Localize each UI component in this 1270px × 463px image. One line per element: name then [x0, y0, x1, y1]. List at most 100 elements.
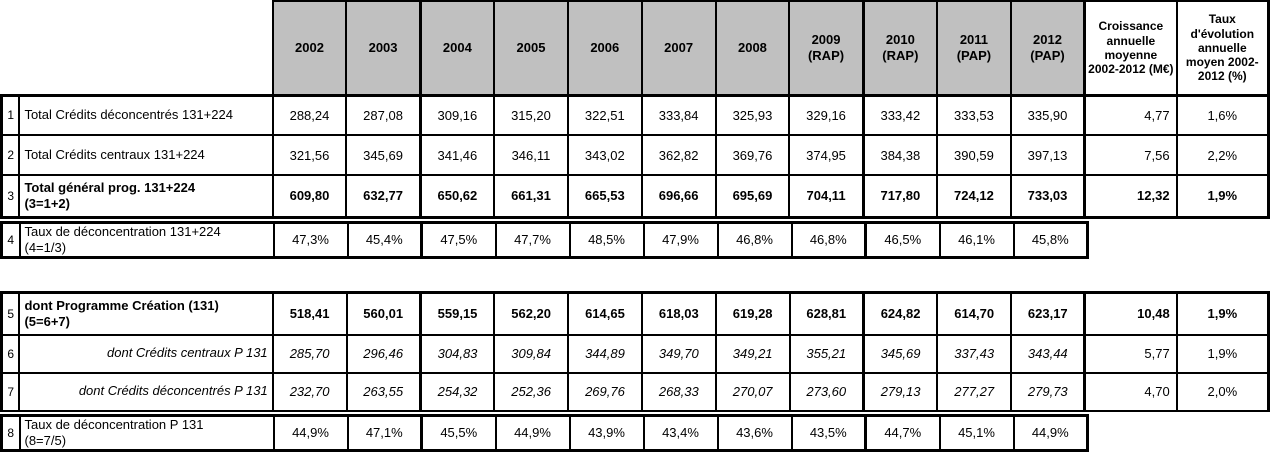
value-cell: 623,17: [1010, 291, 1086, 336]
value-cell: 665,53: [566, 174, 643, 219]
table-programme-creation-131: 5 dont Programme Création (131) (5=6+7) 518…: [0, 291, 1270, 412]
table-row: 3 Total général prog. 131+224 (3=1+2) 609,8…: [0, 174, 1270, 219]
value-cell: 624,82: [861, 291, 939, 336]
evolution-rate-cell: 1,9%: [1175, 291, 1270, 336]
value-cell: 390,59: [936, 134, 1012, 176]
evolution-rate-header: Taux d'évolution annuelle moyen 2002-201…: [1175, 0, 1270, 97]
value-cell: 724,12: [936, 174, 1012, 219]
value-cell: 45,5%: [420, 413, 497, 452]
value-cell: 268,33: [640, 371, 717, 412]
value-cell: 43,5%: [790, 413, 867, 452]
row-label-text: Total Crédits déconcentrés 131+224: [24, 107, 233, 123]
value-cell: 333,42: [861, 93, 939, 136]
value-cell: 717,80: [861, 174, 939, 219]
row-number: 6: [0, 333, 21, 374]
table-row: 5 dont Programme Création (131) (5=6+7) 518…: [0, 291, 1270, 336]
avg-growth-cell: 7,56: [1083, 134, 1178, 176]
section-gap: [0, 259, 1270, 291]
value-cell: 559,15: [418, 291, 496, 336]
value-cell: 45,1%: [938, 413, 1015, 452]
year-header: 2005: [493, 0, 569, 97]
evolution-rate-cell: 1,9%: [1175, 174, 1270, 219]
table-credits-131-224: 2002 2003 2004 2005 2006 2007 2008 2009 (RAP) 20…: [0, 0, 1270, 219]
value-cell: 619,28: [714, 291, 791, 336]
year-header: 2004: [418, 0, 496, 97]
row-label: Taux de déconcentration P 131 (8=7/5): [18, 413, 275, 452]
avg-growth-header: Croissance annuelle moyenne 2002-2012 (M…: [1083, 0, 1178, 97]
row-label-formula: (4=1/3): [24, 239, 67, 255]
value-cell: 254,32: [418, 371, 496, 412]
value-cell: 362,82: [640, 134, 717, 176]
year-header: 2007: [640, 0, 717, 97]
value-cell: 263,55: [345, 371, 422, 412]
value-cell: 44,9%: [1012, 413, 1089, 452]
row-number: 1: [0, 93, 21, 136]
value-cell: 397,13: [1009, 134, 1086, 176]
value-cell: 322,51: [566, 93, 643, 136]
value-cell: 632,77: [345, 174, 422, 219]
value-cell: 309,16: [418, 93, 496, 136]
value-cell: 279,73: [1010, 371, 1086, 412]
table-row: 7 dont Crédits déconcentrés P 131 232,70 26…: [0, 371, 1270, 412]
row-label: dont Crédits déconcentrés P 131: [18, 371, 274, 412]
evolution-rate-cell: 1,9%: [1175, 333, 1270, 374]
value-cell: 287,08: [345, 93, 422, 136]
value-cell: 343,02: [566, 134, 643, 176]
value-cell: 315,20: [493, 93, 569, 136]
value-cell: 46,8%: [716, 220, 793, 259]
value-cell: 45,4%: [346, 220, 423, 259]
table-taux-deconcentration-p131: 8 Taux de déconcentration P 131 (8=7/5) 44,…: [0, 413, 1089, 453]
year-header: 2006: [566, 0, 643, 97]
corner-blank: [19, 1, 272, 95]
value-cell: 43,4%: [642, 413, 719, 452]
row-label-formula: (3=1+2): [24, 195, 70, 211]
value-cell: 628,81: [788, 291, 865, 336]
year-header: 2008: [714, 0, 791, 97]
value-cell: 288,24: [271, 93, 348, 136]
value-cell: 341,46: [418, 134, 496, 176]
row-label-text: dont Crédits déconcentrés P 131: [78, 383, 268, 399]
row-label: dont Crédits centraux P 131: [18, 333, 274, 374]
evolution-rate-cell: 2,0%: [1175, 371, 1270, 412]
value-cell: 48,5%: [568, 220, 645, 259]
row-label-text: Total général prog. 131+224: [24, 179, 196, 195]
year-header: 2012 (PAP): [1009, 0, 1086, 97]
value-cell: 333,53: [936, 93, 1012, 136]
value-cell: 614,70: [936, 291, 1013, 336]
avg-growth-cell: 12,32: [1083, 174, 1178, 219]
value-cell: 43,9%: [568, 413, 645, 452]
row-number: 4: [0, 220, 21, 259]
value-cell: 384,38: [861, 134, 939, 176]
value-cell: 46,8%: [790, 220, 867, 259]
row-label-text: Total Crédits centraux 131+224: [24, 146, 205, 162]
value-cell: 304,83: [418, 333, 496, 374]
value-cell: 44,9%: [494, 413, 571, 452]
value-cell: 309,84: [493, 333, 570, 374]
row-label-text: dont Programme Création (131): [24, 297, 219, 313]
value-cell: 296,46: [345, 333, 422, 374]
value-cell: 47,9%: [642, 220, 719, 259]
value-cell: 695,69: [714, 174, 791, 219]
row-number: 5: [0, 291, 21, 336]
value-cell: 369,76: [714, 134, 791, 176]
avg-growth-cell: 4,70: [1083, 371, 1178, 412]
value-cell: 47,1%: [346, 413, 423, 452]
row-label: Total Crédits centraux 131+224: [18, 134, 274, 176]
value-cell: 349,21: [714, 333, 791, 374]
value-cell: 47,5%: [420, 220, 497, 259]
value-cell: 232,70: [271, 371, 348, 412]
value-cell: 45,8%: [1012, 220, 1089, 259]
table-row: 8 Taux de déconcentration P 131 (8=7/5) 44,…: [0, 413, 1089, 452]
value-cell: 269,76: [567, 371, 643, 412]
corner-blank: [2, 1, 20, 95]
row-label-formula: (5=6+7): [24, 313, 70, 329]
row-label: Taux de déconcentration 131+224 (4=1/3): [18, 220, 275, 259]
value-cell: 344,89: [567, 333, 643, 374]
year-header: 2003: [345, 0, 422, 97]
value-cell: 345,69: [861, 333, 939, 374]
value-cell: 696,66: [640, 174, 717, 219]
year-header: 2010 (RAP): [861, 0, 939, 97]
value-cell: 270,07: [714, 371, 791, 412]
row-label-formula: (8=7/5): [24, 432, 67, 448]
